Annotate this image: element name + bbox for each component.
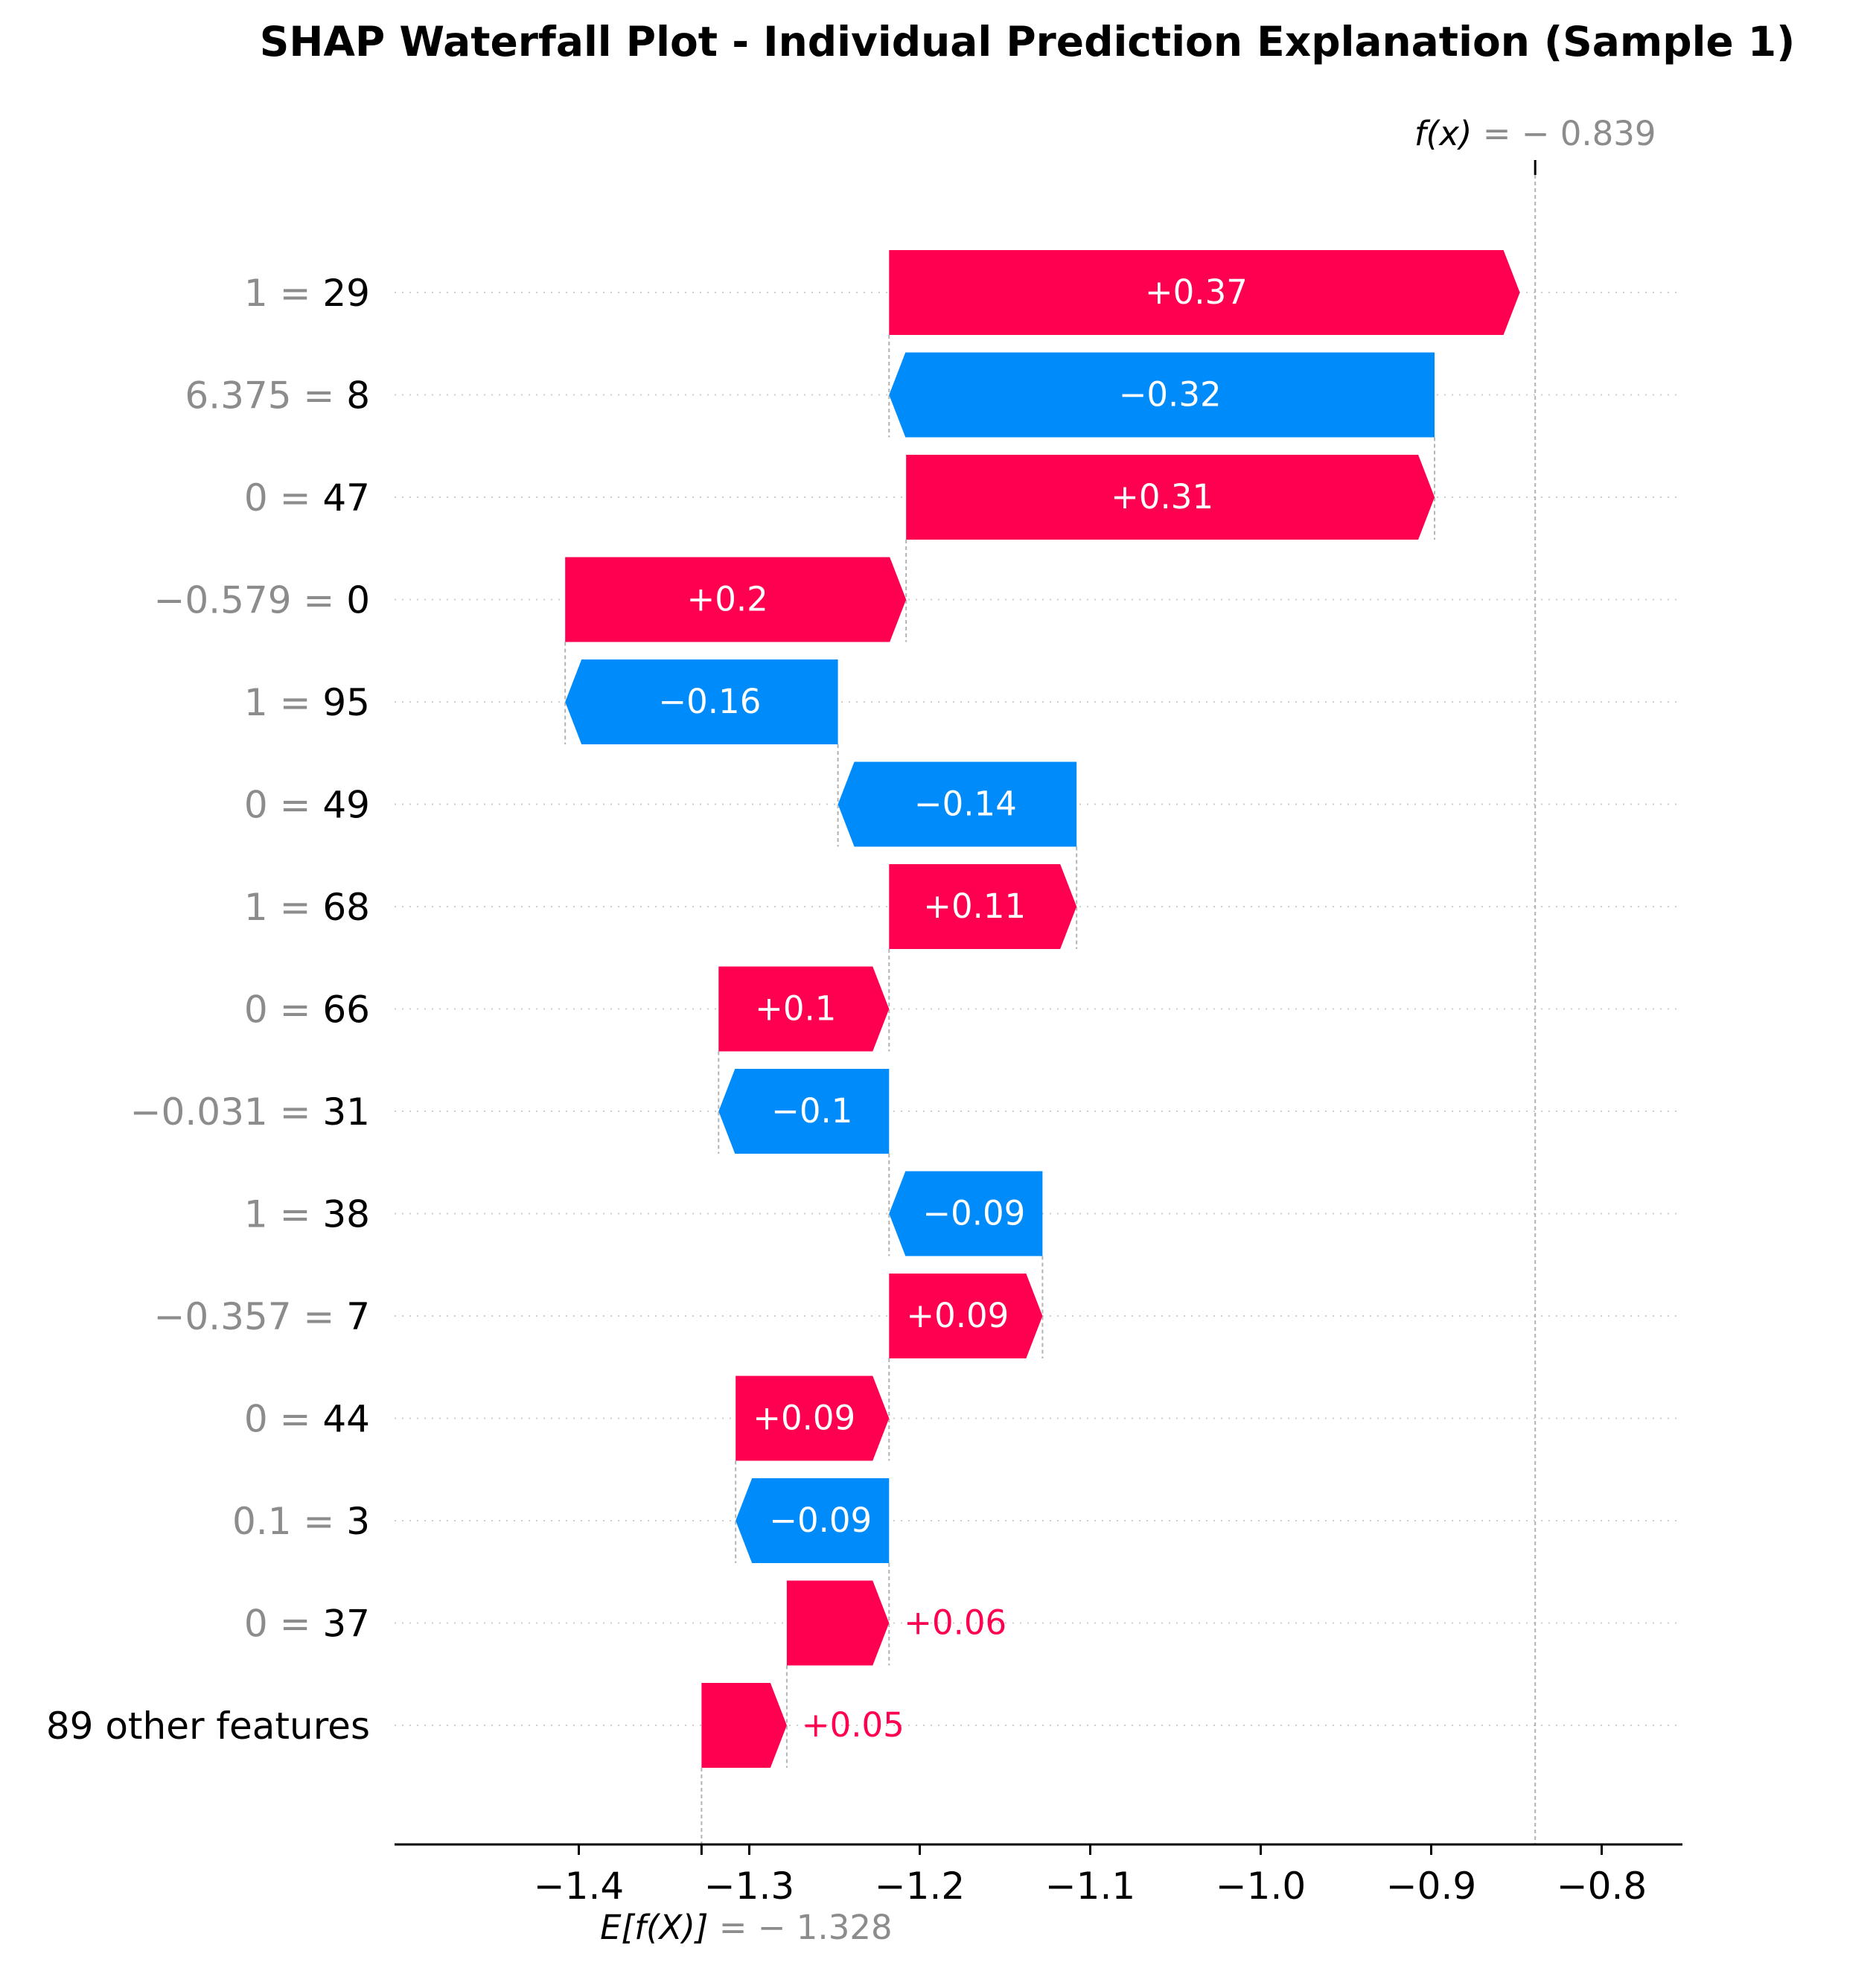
feature-label: −0.031 = 31 bbox=[130, 1090, 370, 1134]
positive-bar bbox=[889, 864, 1077, 949]
bar-value-label: +0.1 bbox=[755, 989, 836, 1029]
feature-value: 1 = bbox=[244, 886, 323, 929]
feature-value: −0.357 = bbox=[153, 1295, 346, 1338]
feature-label: 0 = 49 bbox=[244, 784, 370, 827]
bar-value-label: +0.2 bbox=[687, 580, 768, 619]
x-axis: −1.4 −1.3 −1.2 −1.1 −1.0 −0.9 −0.8 bbox=[395, 1843, 1682, 1908]
feature-value: 0 = bbox=[244, 1398, 323, 1441]
positive-bar bbox=[889, 250, 1520, 335]
negative-bar bbox=[838, 761, 1077, 847]
positive-bar bbox=[786, 1580, 890, 1666]
base-value-annotation: E[f(X)] = − 1.328 bbox=[600, 1908, 893, 1947]
feature-label: 1 = 38 bbox=[244, 1193, 370, 1236]
feature-name: 49 bbox=[322, 784, 370, 827]
output-value-annotation: f(x) = − 0.839 bbox=[1414, 114, 1656, 153]
feature-name: 3 bbox=[346, 1500, 370, 1543]
feature-label-layer: 1 = 29 6.375 = 8 0 = 47 −0.579 = 0 1 = 95 0 =… bbox=[46, 272, 370, 1748]
feature-value: 6.375 = bbox=[185, 374, 346, 418]
x-tick-label: −0.9 bbox=[1386, 1865, 1476, 1908]
feature-value: 0.1 = bbox=[232, 1500, 346, 1543]
feature-name: 7 bbox=[346, 1295, 370, 1338]
feature-value: 1 = bbox=[244, 272, 323, 315]
feature-name: 29 bbox=[322, 272, 370, 315]
base-value-text: = − 1.328 bbox=[719, 1908, 893, 1947]
feature-label: 6.375 = 8 bbox=[185, 374, 370, 418]
bar-layer: +0.37 −0.32 +0.31 +0.2 −0.16 −0.14 +0.11 +0.1 −0… bbox=[565, 250, 1520, 1768]
feature-value: 0 = bbox=[244, 784, 323, 827]
x-tick-label: −1.3 bbox=[704, 1865, 794, 1908]
bar-value-label: −0.1 bbox=[771, 1091, 852, 1131]
guide-layer bbox=[564, 160, 1537, 1844]
x-tick-label: −0.8 bbox=[1557, 1865, 1647, 1908]
bar-value-label: −0.14 bbox=[914, 785, 1017, 824]
feature-name: 0 bbox=[346, 579, 370, 622]
bar-value-label: +0.06 bbox=[904, 1603, 1006, 1643]
chart-title: SHAP Waterfall Plot - Individual Predict… bbox=[260, 18, 1796, 66]
feature-label: −0.357 = 7 bbox=[153, 1295, 370, 1338]
negative-bar bbox=[889, 352, 1435, 438]
feature-value: −0.031 = bbox=[130, 1090, 323, 1134]
feature-name: 47 bbox=[322, 476, 370, 520]
bar-value-label: +0.31 bbox=[1111, 477, 1213, 517]
output-value-text: = − 0.839 bbox=[1483, 114, 1656, 153]
x-tick-label: −1.2 bbox=[875, 1865, 965, 1908]
bar-value-label: −0.32 bbox=[1119, 375, 1222, 415]
feature-value: 0 = bbox=[244, 988, 323, 1032]
grid-layer bbox=[395, 292, 1682, 1726]
feature-name: 66 bbox=[322, 988, 370, 1032]
positive-bar bbox=[701, 1683, 787, 1768]
feature-name: 31 bbox=[322, 1090, 370, 1134]
positive-bar bbox=[718, 966, 890, 1052]
bar-value-label: −0.09 bbox=[769, 1501, 872, 1540]
feature-value: −0.579 = bbox=[153, 579, 346, 622]
bar-value-label: +0.05 bbox=[802, 1705, 904, 1745]
annotation-layer: f(x) = − 0.839 E[f(X)] = − 1.328 bbox=[600, 114, 1656, 1947]
feature-label: 1 = 29 bbox=[244, 272, 370, 315]
feature-label: 0.1 = 3 bbox=[232, 1500, 370, 1543]
feature-label: 1 = 95 bbox=[244, 681, 370, 724]
bar-value-label: +0.11 bbox=[923, 886, 1026, 926]
feature-name: 89 other features bbox=[46, 1705, 370, 1748]
feature-name: 95 bbox=[322, 681, 370, 724]
negative-bar bbox=[736, 1478, 890, 1563]
base-value-key: E[f(X)] bbox=[600, 1908, 719, 1947]
x-tick-label: −1.0 bbox=[1216, 1865, 1306, 1908]
bar-value-label: +0.09 bbox=[753, 1399, 855, 1438]
x-tick-label: −1.4 bbox=[534, 1865, 624, 1908]
feature-label: 0 = 37 bbox=[244, 1603, 370, 1646]
bar-value-label: +0.37 bbox=[1145, 272, 1248, 312]
feature-name: 38 bbox=[322, 1193, 370, 1236]
feature-label: 0 = 44 bbox=[244, 1398, 370, 1441]
x-tick-label: −1.1 bbox=[1045, 1865, 1135, 1908]
feature-label: −0.579 = 0 bbox=[153, 579, 370, 622]
feature-label: 0 = 47 bbox=[244, 476, 370, 520]
negative-bar bbox=[565, 659, 838, 744]
feature-value: 1 = bbox=[244, 681, 323, 724]
output-value-key: f(x) bbox=[1414, 114, 1483, 153]
feature-label: 1 = 68 bbox=[244, 886, 370, 929]
feature-label: 0 = 66 bbox=[244, 988, 370, 1032]
positive-bar bbox=[565, 557, 907, 642]
feature-value: 0 = bbox=[244, 1603, 323, 1646]
negative-bar bbox=[889, 1171, 1043, 1256]
feature-name: 37 bbox=[322, 1603, 370, 1646]
bar-value-label: −0.09 bbox=[922, 1194, 1025, 1233]
feature-name: 44 bbox=[322, 1398, 370, 1441]
bar-value-label: −0.16 bbox=[658, 682, 761, 721]
positive-bar bbox=[906, 455, 1435, 540]
feature-value: 1 = bbox=[244, 1193, 323, 1236]
negative-bar bbox=[718, 1069, 890, 1154]
positive-bar bbox=[889, 1274, 1043, 1358]
feature-value: 0 = bbox=[244, 476, 323, 520]
bar-value-label: +0.09 bbox=[906, 1296, 1009, 1335]
feature-name: 68 bbox=[322, 886, 370, 929]
feature-name: 8 bbox=[346, 374, 370, 418]
feature-label: 89 other features bbox=[46, 1705, 370, 1748]
positive-bar bbox=[736, 1376, 890, 1461]
